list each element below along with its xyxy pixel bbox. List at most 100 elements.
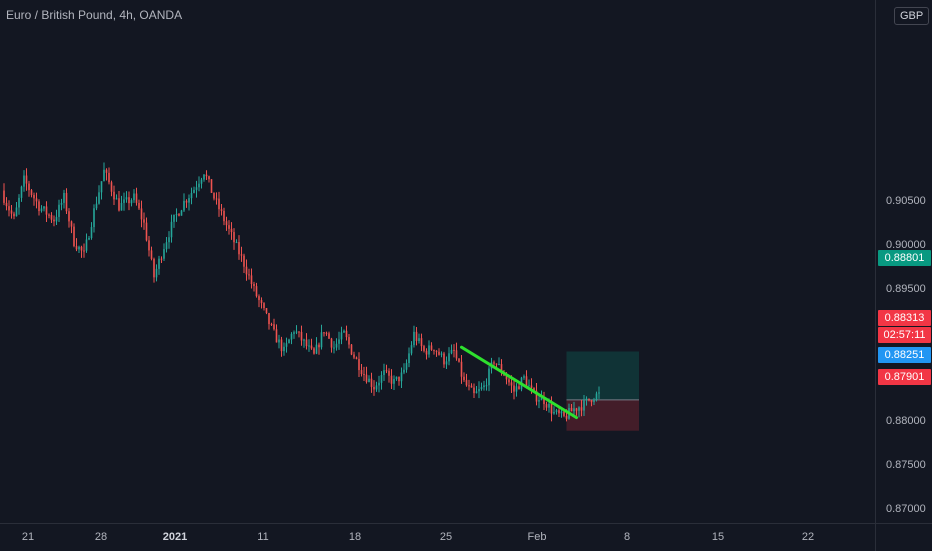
candle-body <box>53 219 55 222</box>
candle-body <box>145 222 148 241</box>
candle-body <box>65 192 68 212</box>
time-tick-label: 8 <box>623 531 631 543</box>
candle-body <box>165 242 168 250</box>
candle-body <box>55 216 58 222</box>
candle-body <box>355 357 358 359</box>
price-tick-label: 0.88000 <box>886 415 926 427</box>
candle-body <box>363 374 365 376</box>
candle-body <box>333 347 335 349</box>
candle-body <box>508 379 510 383</box>
candle-body <box>248 274 250 276</box>
candle-body <box>450 349 453 354</box>
candle-body <box>555 410 558 412</box>
candle-body <box>470 385 473 388</box>
candle-body <box>575 408 578 411</box>
candle-body <box>540 396 543 401</box>
candle-body <box>528 385 530 387</box>
candle-body <box>10 210 13 214</box>
candle-body <box>328 333 330 339</box>
candle-body <box>103 169 105 182</box>
candle-body <box>228 225 230 229</box>
candle-body <box>240 254 243 256</box>
candle-body <box>285 343 288 347</box>
candle-body <box>368 378 370 383</box>
candle-body <box>465 380 468 386</box>
candle-body <box>300 331 303 341</box>
candle-body <box>303 339 305 341</box>
candle-body <box>13 213 15 217</box>
candle-body <box>330 338 333 348</box>
candle-body <box>270 324 273 326</box>
candle-body <box>93 208 95 228</box>
candle-body <box>453 349 455 351</box>
candle-body <box>33 194 35 199</box>
price-tick-label: 0.87500 <box>886 459 926 471</box>
chart-area[interactable]: Euro / British Pound, 4h, OANDA <box>0 0 875 523</box>
candle-body <box>175 214 178 216</box>
candle-body <box>178 214 180 216</box>
candle-body <box>218 198 220 210</box>
candle-body <box>473 387 475 394</box>
candle-body <box>440 353 443 355</box>
candle-body <box>323 332 325 334</box>
candle-body <box>138 202 140 209</box>
candle-body <box>108 172 110 183</box>
candle-body <box>233 232 235 243</box>
time-axis[interactable]: 21 28 2021 11 18 25 Feb 8 15 22 <box>0 523 875 551</box>
candle-body <box>83 250 85 252</box>
candle-body <box>258 296 260 301</box>
candle-body <box>348 337 350 345</box>
candle-body <box>278 339 280 343</box>
candle-body <box>308 345 310 347</box>
candle-body <box>15 207 18 217</box>
candle-body <box>148 240 150 251</box>
candle-body <box>275 329 278 343</box>
candle-body <box>345 330 348 338</box>
candle-body <box>118 198 120 211</box>
candle-body <box>318 344 320 348</box>
candle-body <box>428 345 430 355</box>
candle-body <box>153 258 155 278</box>
candle-body <box>468 385 470 387</box>
price-axis[interactable]: GBP 0.870000.875000.880000.885000.890000… <box>875 0 932 523</box>
candle-body <box>115 198 118 200</box>
candle-body <box>448 353 450 362</box>
candle-body <box>463 376 465 381</box>
price-tick-label: 0.90500 <box>886 195 926 207</box>
candle-body <box>338 339 340 344</box>
candle-body <box>85 239 88 251</box>
time-tick-label: 25 <box>439 531 453 543</box>
candle-body <box>215 198 218 200</box>
candle-body <box>565 415 568 419</box>
candle-body <box>413 331 415 346</box>
candle-body <box>523 376 525 378</box>
candle-body <box>518 386 520 390</box>
candle-body <box>378 382 380 386</box>
candle-body <box>63 192 65 203</box>
candle-body <box>493 362 495 364</box>
candle-body <box>75 246 78 250</box>
candle-body <box>195 187 198 190</box>
candle-body <box>73 226 75 247</box>
price-tag: 02:57:11 <box>878 327 931 343</box>
candle-body <box>335 343 338 348</box>
candle-body <box>370 378 373 387</box>
currency-button[interactable]: GBP <box>894 7 930 25</box>
candle-body <box>385 370 388 372</box>
price-tag: 0.88251 <box>878 347 931 363</box>
candle-body <box>188 198 190 203</box>
candle-body <box>495 363 498 365</box>
candle-body <box>595 393 598 400</box>
time-tick-label: 21 <box>21 531 35 543</box>
candle-body <box>295 331 298 333</box>
candle-body <box>445 361 448 365</box>
candle-body <box>20 186 23 198</box>
candle-body <box>273 324 275 330</box>
time-tick-label: 15 <box>711 531 725 543</box>
time-tick-label: Feb <box>527 531 547 543</box>
price-tag: 0.88313 <box>878 310 931 326</box>
candle-body <box>538 400 540 402</box>
candle-body <box>403 369 405 373</box>
candle-body <box>383 370 385 376</box>
price-chart[interactable] <box>0 0 875 523</box>
